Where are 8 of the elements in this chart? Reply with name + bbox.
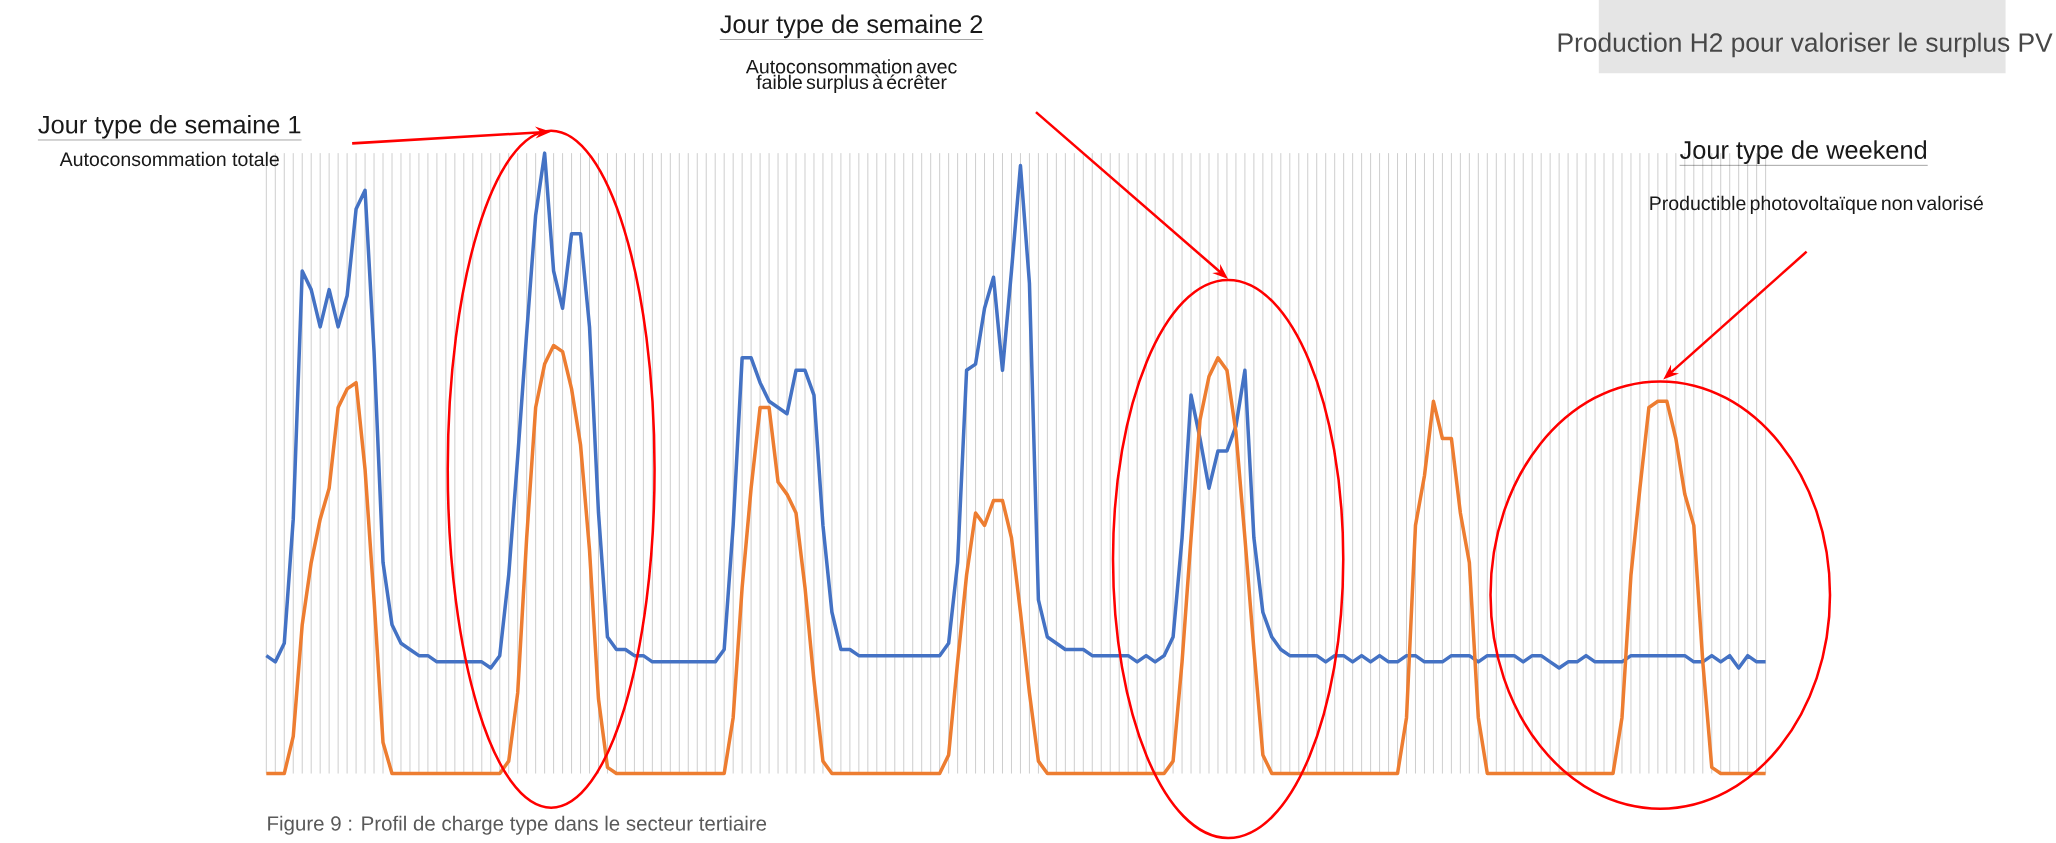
annotation: Jour type de weekend	[1679, 140, 1927, 165]
text: Autoconsommation avec faible surplus à écrêter	[745, 59, 957, 94]
caption: Figure 9 : Profil de charge type dans le secteur tertiaire	[268, 815, 767, 835]
text: Jour type de semaine 2	[720, 14, 983, 39]
annotation: Productible photovoltaïque non valorisé	[1650, 195, 1983, 215]
annotation: Autoconsommation totale	[59, 151, 279, 167]
chart-title: Production H2 pour valoriser le surplus PV	[1558, 32, 2053, 58]
text: Jour type de semaine 1	[38, 115, 301, 139]
